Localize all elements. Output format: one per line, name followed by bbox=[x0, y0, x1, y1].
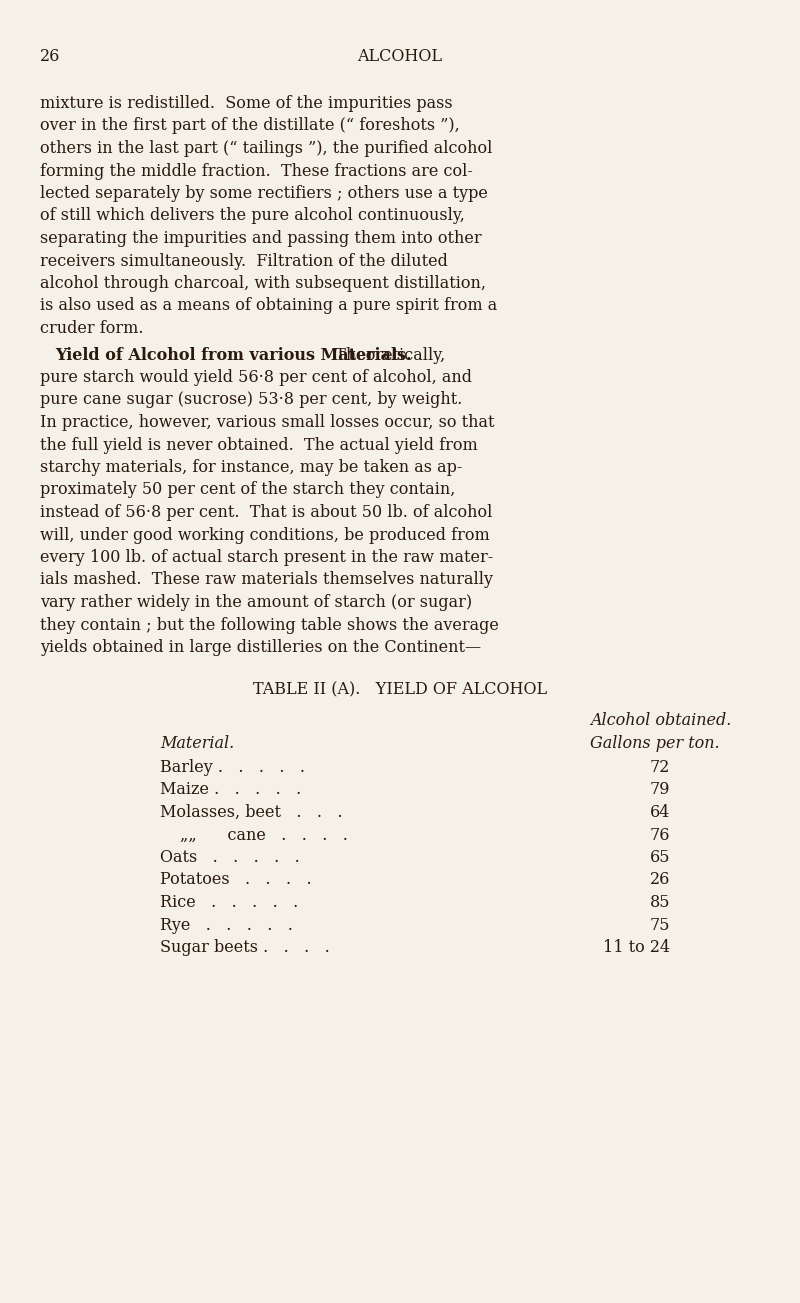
Text: others in the last part (“ tailings ”), the purified alcohol: others in the last part (“ tailings ”), … bbox=[40, 139, 492, 156]
Text: Theoretically,: Theoretically, bbox=[325, 347, 446, 364]
Text: pure cane sugar (sucrose) 53·8 per cent, by weight.: pure cane sugar (sucrose) 53·8 per cent,… bbox=[40, 391, 462, 409]
Text: Sugar beets .   .   .   .: Sugar beets . . . . bbox=[160, 939, 330, 956]
Text: ials mashed.  These raw materials themselves naturally: ials mashed. These raw materials themsel… bbox=[40, 572, 493, 589]
Text: they contain ; but the following table shows the average: they contain ; but the following table s… bbox=[40, 616, 499, 633]
Text: Rye   .   .   .   .   .: Rye . . . . . bbox=[160, 916, 293, 933]
Text: 85: 85 bbox=[650, 894, 670, 911]
Text: Maize .   .   .   .   .: Maize . . . . . bbox=[160, 782, 302, 799]
Text: over in the first part of the distillate (“ foreshots ”),: over in the first part of the distillate… bbox=[40, 117, 460, 134]
Text: will, under good working conditions, be produced from: will, under good working conditions, be … bbox=[40, 526, 490, 543]
Text: Barley .   .   .   .   .: Barley . . . . . bbox=[160, 760, 305, 777]
Text: alcohol through charcoal, with subsequent distillation,: alcohol through charcoal, with subsequen… bbox=[40, 275, 486, 292]
Text: 11 to 24: 11 to 24 bbox=[603, 939, 670, 956]
Text: In practice, however, various small losses occur, so that: In practice, however, various small loss… bbox=[40, 414, 494, 431]
Text: 65: 65 bbox=[650, 850, 670, 866]
Text: TABLE II (A).   YIELD OF ALCOHOL: TABLE II (A). YIELD OF ALCOHOL bbox=[253, 681, 547, 698]
Text: every 100 lb. of actual starch present in the raw mater-: every 100 lb. of actual starch present i… bbox=[40, 549, 494, 566]
Text: receivers simultaneously.  Filtration of the diluted: receivers simultaneously. Filtration of … bbox=[40, 253, 448, 270]
Text: pure starch would yield 56·8 per cent of alcohol, and: pure starch would yield 56·8 per cent of… bbox=[40, 369, 472, 386]
Text: instead of 56·8 per cent.  That is about 50 lb. of alcohol: instead of 56·8 per cent. That is about … bbox=[40, 504, 492, 521]
Text: lected separately by some rectifiers ; others use a type: lected separately by some rectifiers ; o… bbox=[40, 185, 488, 202]
Text: ALCOHOL: ALCOHOL bbox=[358, 48, 442, 65]
Text: Gallons per ton.: Gallons per ton. bbox=[590, 735, 720, 752]
Text: 79: 79 bbox=[650, 782, 670, 799]
Text: Rice   .   .   .   .   .: Rice . . . . . bbox=[160, 894, 298, 911]
Text: yields obtained in large distilleries on the Continent—: yields obtained in large distilleries on… bbox=[40, 638, 481, 655]
Text: Oats   .   .   .   .   .: Oats . . . . . bbox=[160, 850, 300, 866]
Text: Potatoes   .   .   .   .: Potatoes . . . . bbox=[160, 872, 312, 889]
Text: 64: 64 bbox=[650, 804, 670, 821]
Text: 76: 76 bbox=[650, 826, 670, 843]
Text: 26: 26 bbox=[40, 48, 60, 65]
Text: Alcohol obtained.: Alcohol obtained. bbox=[590, 711, 731, 728]
Text: proximately 50 per cent of the starch they contain,: proximately 50 per cent of the starch th… bbox=[40, 482, 455, 499]
Text: 75: 75 bbox=[650, 916, 670, 933]
Text: 26: 26 bbox=[650, 872, 670, 889]
Text: Yield of Alcohol from various Materials.: Yield of Alcohol from various Materials. bbox=[55, 347, 411, 364]
Text: Material.: Material. bbox=[160, 735, 234, 752]
Text: of still which delivers the pure alcohol continuously,: of still which delivers the pure alcohol… bbox=[40, 207, 465, 224]
Text: 72: 72 bbox=[650, 760, 670, 777]
Text: forming the middle fraction.  These fractions are col-: forming the middle fraction. These fract… bbox=[40, 163, 473, 180]
Text: mixture is redistilled.  Some of the impurities pass: mixture is redistilled. Some of the impu… bbox=[40, 95, 453, 112]
Text: vary rather widely in the amount of starch (or sugar): vary rather widely in the amount of star… bbox=[40, 594, 472, 611]
Text: the full yield is never obtained.  The actual yield from: the full yield is never obtained. The ac… bbox=[40, 437, 478, 453]
Text: starchy materials, for instance, may be taken as ap-: starchy materials, for instance, may be … bbox=[40, 459, 462, 476]
Text: separating the impurities and passing them into other: separating the impurities and passing th… bbox=[40, 231, 482, 248]
Text: „„      cane   .   .   .   .: „„ cane . . . . bbox=[180, 826, 348, 843]
Text: Molasses, beet   .   .   .: Molasses, beet . . . bbox=[160, 804, 342, 821]
Text: is also used as a means of obtaining a pure spirit from a: is also used as a means of obtaining a p… bbox=[40, 297, 498, 314]
Text: cruder form.: cruder form. bbox=[40, 321, 143, 337]
